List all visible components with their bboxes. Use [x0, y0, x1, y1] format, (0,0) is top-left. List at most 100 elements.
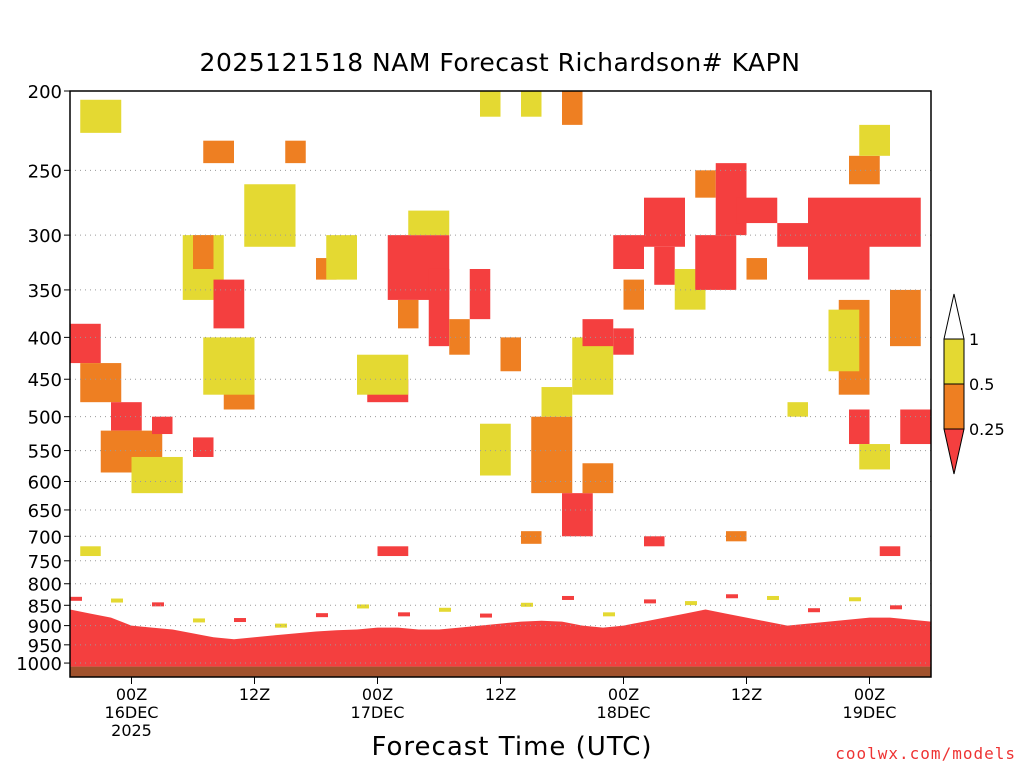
heatmap-cells	[70, 91, 931, 677]
ri-cell-orange-32	[531, 416, 573, 494]
ri-cell-yellow-19	[326, 235, 357, 280]
ri-cell-orange-23	[398, 299, 419, 329]
ri-cell-red-57	[869, 197, 921, 247]
y-tick-label-950: 950	[28, 636, 62, 657]
ri-cell-orange-35	[562, 91, 583, 125]
ri-cell-orange-29	[500, 337, 521, 372]
ri-cell-red-60	[849, 409, 870, 445]
legend-swatch-0.5-1	[943, 338, 965, 385]
ri-cell-red-62	[377, 546, 409, 557]
ri-cell-orange-26	[449, 319, 470, 355]
ri-cell-red-43	[654, 246, 675, 285]
x-tick-label-42-0: 12Z	[485, 685, 516, 704]
ri-cell-orange-2	[80, 363, 122, 403]
ri-cell-red-46	[695, 235, 737, 290]
bl-speckle-18	[439, 607, 451, 612]
bl-speckle-36	[808, 608, 820, 613]
bl-speckle-12	[316, 613, 328, 618]
y-tick-label-500: 500	[28, 408, 62, 429]
x-tick-label-78-0: 00Z	[854, 685, 885, 704]
x-tick-label-30-0: 00Z	[362, 685, 393, 704]
legend-arrow-bottom	[943, 428, 965, 475]
ri-cell-yellow-61	[859, 444, 890, 470]
bl-speckle-40	[890, 605, 902, 610]
ri-cell-yellow-16	[244, 184, 296, 247]
ri-cell-orange-66	[726, 531, 747, 542]
ri-cell-yellow-33	[541, 387, 573, 417]
ri-cell-yellow-36	[572, 337, 614, 395]
ri-cell-orange-37	[582, 463, 614, 494]
ri-cell-orange-41	[623, 279, 644, 310]
boundary-layer-band	[70, 609, 931, 667]
ri-cell-red-48	[736, 197, 778, 224]
x-tick-label-54-0: 00Z	[608, 685, 639, 704]
ri-cell-yellow-56	[859, 124, 890, 156]
x-tick-label-6-0: 00Z	[116, 685, 147, 704]
ri-cell-red-6	[152, 416, 173, 435]
y-tick-label-1000: 1000	[16, 654, 62, 675]
legend-arrow-top	[943, 293, 965, 340]
bl-speckle-38	[849, 597, 861, 602]
ri-cell-yellow-51	[787, 402, 808, 417]
y-tick-label-450: 450	[28, 370, 62, 391]
bl-speckle-28	[644, 599, 656, 604]
plot-background	[70, 91, 931, 677]
bl-speckle-14	[357, 604, 369, 609]
y-tick-label-250: 250	[28, 161, 62, 182]
bl-speckle-32	[726, 594, 738, 599]
y-tick-label-800: 800	[28, 575, 62, 596]
ri-cell-yellow-28	[480, 423, 511, 476]
ri-cell-yellow-63	[80, 546, 101, 557]
y-tick-label-600: 600	[28, 472, 62, 493]
bl-speckle-2	[111, 598, 123, 603]
ri-cell-orange-14	[203, 140, 234, 164]
ri-cell-yellow-21	[357, 354, 409, 395]
ri-cell-orange-45	[695, 170, 716, 198]
bl-speckle-8	[234, 618, 246, 623]
ground-fill	[70, 666, 931, 677]
ri-cell-red-3	[111, 402, 142, 431]
ri-cell-orange-55	[849, 155, 880, 185]
ri-cell-red-39	[613, 235, 644, 269]
ri-cell-red-52	[808, 197, 870, 280]
y-tick-label-300: 300	[28, 226, 62, 247]
ri-cell-red-65	[644, 536, 665, 547]
bl-speckle-16	[398, 612, 410, 617]
ri-cell-red-27	[469, 268, 491, 320]
ri-cell-red-42	[644, 197, 685, 247]
ri-cell-red-34	[562, 493, 593, 537]
legend-swatch-0.25-0.5	[943, 383, 965, 430]
x-tick-label-54-1: 18DEC	[597, 703, 651, 722]
legend-label-1: 1	[969, 330, 979, 349]
ri-cell-orange-17	[285, 140, 306, 164]
ri-cell-yellow-30	[480, 91, 501, 117]
bl-speckle-20	[480, 613, 492, 618]
x-tick-label-78-1: 19DEC	[843, 703, 897, 722]
ri-cell-yellow-31	[521, 91, 542, 117]
x-tick-label-6-2: 2025	[111, 721, 152, 740]
credit-text: coolwx.com/models	[835, 744, 1016, 763]
y-tick-label-700: 700	[28, 527, 62, 548]
y-tick-label-400: 400	[28, 328, 62, 349]
x-tick-label-6-1: 16DEC	[105, 703, 159, 722]
ri-cell-orange-9	[193, 235, 214, 269]
y-tick-label-650: 650	[28, 501, 62, 522]
chart-title: 2025121518 NAM Forecast Richardson# KAPN	[199, 48, 801, 77]
ri-cell-red-1	[70, 323, 101, 364]
ri-cell-yellow-13	[203, 337, 255, 395]
bl-speckle-30	[685, 601, 697, 606]
legend-label-0.5: 0.5	[969, 375, 994, 394]
x-tick-label-30-1: 17DEC	[351, 703, 405, 722]
ri-cell-red-59	[900, 409, 931, 445]
ri-cell-red-38	[582, 319, 614, 347]
ri-cell-orange-49	[746, 258, 767, 280]
bl-speckle-26	[603, 612, 615, 617]
y-tick-label-350: 350	[28, 281, 62, 302]
y-tick-label-550: 550	[28, 442, 62, 463]
ri-cell-yellow-5	[131, 456, 183, 494]
ri-cell-yellow-54	[828, 309, 860, 372]
bl-speckle-24	[562, 595, 574, 600]
bl-speckle-0	[70, 596, 82, 601]
